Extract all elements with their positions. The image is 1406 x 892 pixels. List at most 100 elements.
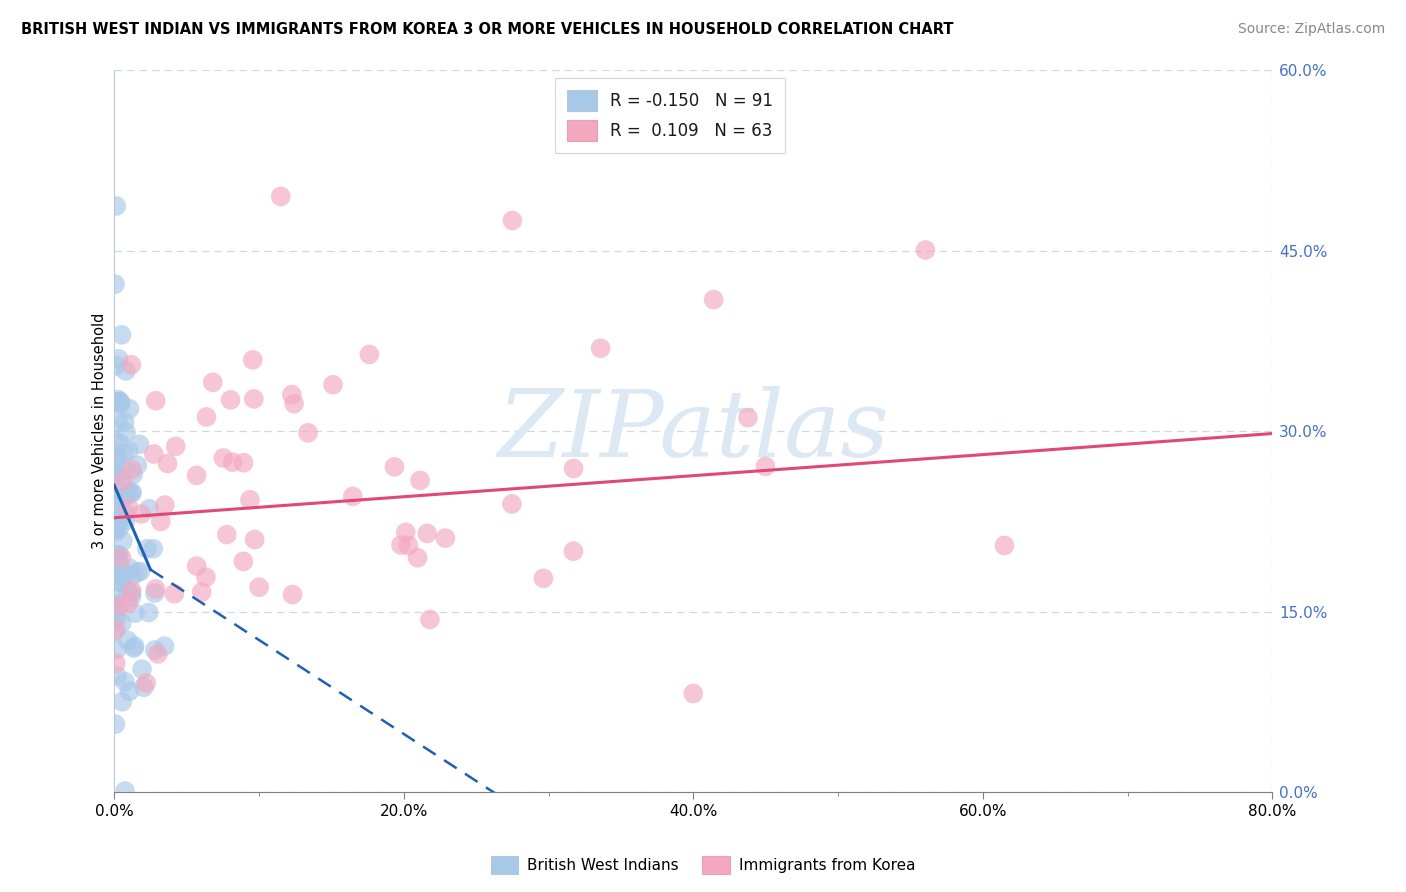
Point	[914, 243, 936, 257]
Point	[562, 544, 585, 558]
Point	[107, 548, 129, 562]
Point	[186, 559, 208, 574]
Point	[112, 447, 135, 461]
Point	[145, 393, 167, 408]
Point	[104, 521, 127, 535]
Point	[108, 512, 131, 526]
Point	[108, 548, 131, 562]
Point	[111, 475, 134, 489]
Point	[127, 458, 149, 473]
Point	[754, 459, 776, 474]
Point	[281, 387, 304, 401]
Text: Source: ZipAtlas.com: Source: ZipAtlas.com	[1237, 22, 1385, 37]
Point	[703, 293, 725, 307]
Point	[398, 539, 420, 553]
Point	[103, 434, 125, 448]
Point	[219, 392, 242, 407]
Point	[115, 364, 138, 378]
Point	[104, 624, 127, 639]
Point	[105, 642, 128, 657]
Point	[243, 533, 266, 547]
Point	[501, 213, 523, 227]
Point	[419, 613, 441, 627]
Point	[111, 550, 134, 565]
Point	[115, 582, 138, 597]
Point	[114, 415, 136, 429]
Point	[232, 456, 254, 470]
Point	[243, 392, 266, 406]
Point	[190, 585, 212, 599]
Point	[120, 486, 142, 500]
Point	[108, 522, 131, 536]
Point	[232, 554, 254, 568]
Point	[135, 676, 157, 690]
Point	[118, 401, 141, 416]
Point	[108, 563, 131, 577]
Point	[103, 469, 125, 483]
Point	[117, 633, 139, 648]
Point	[107, 392, 129, 407]
Point	[117, 500, 139, 515]
Point	[165, 439, 187, 453]
Point	[112, 490, 135, 504]
Point	[105, 199, 128, 213]
Point	[121, 583, 143, 598]
Point	[105, 549, 128, 564]
Point	[156, 457, 179, 471]
Point	[104, 524, 127, 539]
Point	[108, 435, 131, 450]
Point	[531, 571, 554, 585]
Point	[138, 606, 160, 620]
Point	[146, 647, 169, 661]
Point	[114, 674, 136, 689]
Point	[107, 516, 129, 531]
Point	[108, 394, 131, 409]
Point	[104, 717, 127, 731]
Point	[104, 549, 127, 564]
Point	[406, 550, 429, 565]
Point	[129, 507, 152, 521]
Point	[107, 416, 129, 430]
Point	[737, 410, 759, 425]
Point	[105, 600, 128, 615]
Point	[110, 396, 132, 410]
Point	[105, 493, 128, 508]
Point	[135, 541, 157, 556]
Point	[107, 558, 129, 573]
Point	[201, 376, 224, 390]
Point	[270, 189, 292, 203]
Point	[104, 277, 127, 292]
Point	[105, 452, 128, 467]
Point	[359, 347, 381, 361]
Point	[105, 549, 128, 564]
Point	[118, 561, 141, 575]
Point	[409, 474, 432, 488]
Point	[120, 586, 142, 600]
Point	[122, 467, 145, 482]
Text: ZIPatlas: ZIPatlas	[498, 386, 889, 476]
Point	[117, 596, 139, 610]
Point	[434, 531, 457, 545]
Point	[110, 562, 132, 576]
Point	[395, 525, 418, 540]
Point	[221, 455, 243, 469]
Point	[384, 459, 406, 474]
Point	[682, 686, 704, 700]
Point	[131, 662, 153, 676]
Point	[114, 464, 136, 478]
Point	[111, 534, 134, 549]
Point	[993, 539, 1015, 553]
Point	[111, 570, 134, 584]
Point	[107, 351, 129, 366]
Point	[111, 575, 134, 590]
Point	[105, 359, 128, 373]
Point	[127, 565, 149, 579]
Point	[114, 505, 136, 519]
Point	[110, 327, 132, 342]
Point	[104, 599, 127, 613]
Point	[121, 485, 143, 500]
Point	[104, 597, 127, 611]
Point	[111, 616, 134, 631]
Point	[143, 643, 166, 657]
Point	[129, 565, 152, 579]
